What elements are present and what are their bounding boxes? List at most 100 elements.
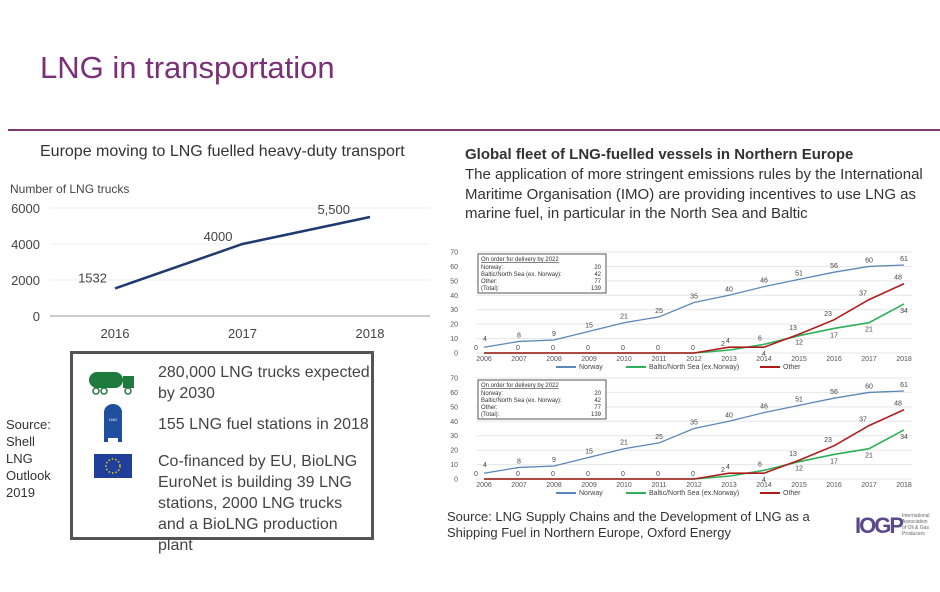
info-box: 280,000 LNG trucks expected by 2030 LNG … [70, 351, 374, 554]
x-tick-label: 2012 [686, 356, 702, 363]
data-label: 21 [620, 314, 628, 321]
info-trucks-2030: 280,000 LNG trucks expected by 2030 [158, 364, 370, 402]
series-line-norway [483, 264, 905, 348]
x-tick-label: 2008 [546, 482, 562, 489]
data-label: 21 [865, 327, 873, 334]
data-label: 35 [690, 294, 698, 301]
data-label: 48 [894, 401, 902, 408]
data-label: 37 [859, 291, 867, 298]
data-label: 8 [517, 332, 521, 339]
x-tick-label: 2014 [756, 356, 772, 363]
data-label: 17 [830, 332, 838, 339]
x-tick-label: 2013 [721, 356, 737, 363]
y-tick-label: 10 [450, 462, 458, 469]
truck-icon [89, 372, 134, 395]
x-tick-label: 2009 [581, 482, 597, 489]
order-inset-value: 20 [594, 391, 601, 397]
y-tick-label: 10 [450, 336, 458, 343]
data-label: 6 [758, 461, 762, 468]
data-label: 25 [655, 308, 663, 315]
order-inset-value: 139 [591, 286, 602, 292]
x-tick-label: 2013 [721, 482, 737, 489]
data-label: 4 [483, 462, 487, 469]
x-tick-label: 2015 [791, 356, 807, 363]
source-line: Outlook [6, 468, 51, 483]
data-label: 0 [516, 471, 520, 478]
data-label: 56 [830, 389, 838, 396]
data-label: 23 [824, 437, 832, 444]
x-tick-label: 2016 [101, 326, 130, 341]
data-label: 21 [620, 440, 628, 447]
data-label: 12 [795, 466, 803, 473]
data-label: 15 [585, 322, 593, 329]
logo-text-line: Producers [902, 531, 925, 537]
x-tick-label: 2008 [546, 356, 562, 363]
y-tick-label: 20 [450, 448, 458, 455]
info-biolng-euronet: Co-financed by EU, BioLNG EuroNet is bui… [158, 453, 358, 554]
order-inset-label: Norway: [481, 265, 503, 271]
y-axis-label: Number of LNG trucks [10, 182, 129, 196]
order-inset-box [477, 253, 607, 294]
x-tick-label: 2011 [651, 356, 666, 363]
order-inset-value: 42 [594, 398, 601, 404]
data-label: 34 [900, 434, 908, 441]
data-label: 4 [762, 477, 766, 484]
data-label: 37 [859, 417, 867, 424]
data-label: 0 [474, 345, 478, 352]
x-tick-label: 2012 [686, 482, 702, 489]
x-tick-label: 2015 [791, 482, 807, 489]
data-label: 4 [762, 351, 766, 358]
data-label: 1532 [78, 270, 107, 285]
y-tick-label: 50 [450, 278, 458, 285]
order-inset-value: 77 [594, 405, 601, 411]
x-tick-label: 2007 [511, 356, 527, 363]
info-stations-2018: 155 LNG fuel stations in 2018 [158, 416, 369, 433]
x-tick-label: 2018 [356, 326, 385, 341]
x-tick-label: 2017 [228, 326, 257, 341]
logo-text: International Association of Oil & Gas P… [902, 513, 930, 537]
x-tick-label: 2016 [826, 482, 842, 489]
data-label: 0 [474, 471, 478, 478]
order-inset-label: Other: [481, 279, 498, 285]
series-line-norway [483, 390, 905, 474]
x-tick-label: 2017 [861, 356, 877, 363]
data-label: 13 [789, 325, 797, 332]
legend-label: Norway [579, 364, 603, 371]
data-label: 4 [483, 336, 487, 343]
x-tick-label: 2007 [511, 482, 527, 489]
y-tick-label: 20 [450, 322, 458, 329]
x-tick-label: 2014 [756, 482, 772, 489]
data-label: 8 [517, 458, 521, 465]
order-inset-label: (Total): [481, 286, 500, 292]
slide-title: LNG in transportation [40, 50, 335, 85]
right-source: Source: LNG Supply Chains and the Develo… [447, 509, 810, 540]
y-tick-label: 70 [450, 376, 458, 383]
y-tick-label: 60 [450, 390, 458, 397]
data-label: 35 [690, 420, 698, 427]
data-label: 46 [760, 404, 768, 411]
data-label: 40 [725, 286, 733, 293]
x-tick-label: 2011 [651, 482, 666, 489]
data-label: 0 [516, 345, 520, 352]
data-label: 9 [552, 457, 556, 464]
fuel-station-icon: LNG [104, 404, 122, 442]
fleet-description: The application of more stringent emissi… [465, 166, 923, 222]
data-label: 0 [586, 471, 590, 478]
left-source: Source: Shell LNG Outlook 2019 [6, 416, 66, 501]
data-label: 4 [726, 338, 730, 345]
data-label: 2 [721, 341, 725, 348]
order-inset-value: 139 [591, 412, 602, 418]
data-label: 60 [865, 383, 873, 390]
legend-label: Baltic/North Sea (ex.Norway) [649, 490, 739, 497]
data-label: 0 [691, 471, 695, 478]
legend-label: Norway [579, 490, 603, 497]
data-label: 15 [585, 448, 593, 455]
x-tick-label: 2018 [896, 482, 912, 489]
data-label: 25 [655, 434, 663, 441]
order-inset-label: Baltic/North Sea (ex. Norway): [481, 272, 562, 278]
y-tick-label: 40 [450, 419, 458, 426]
y-tick-label: 6000 [11, 201, 40, 216]
series-line-other [484, 409, 905, 480]
chart-title: Europe moving to LNG fuelled heavy-duty … [40, 143, 405, 160]
